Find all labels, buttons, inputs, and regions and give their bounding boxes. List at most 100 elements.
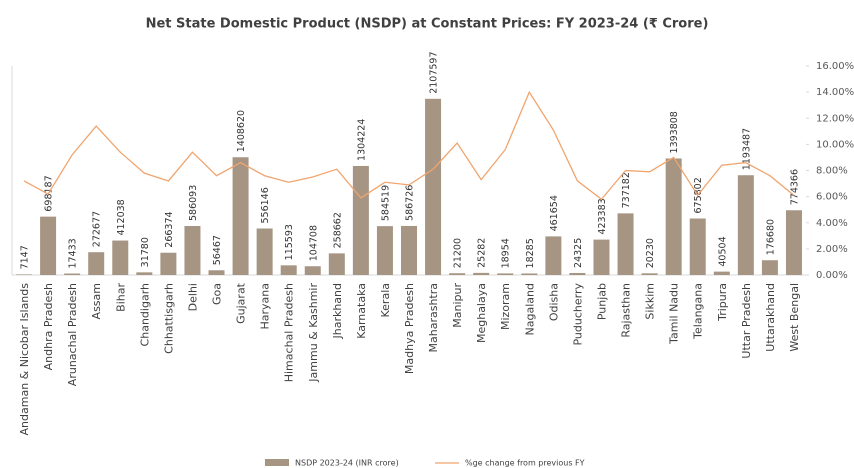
x-tick-label: Odisha: [547, 283, 560, 321]
bar: [184, 226, 201, 275]
bar: [160, 252, 177, 275]
bar: [280, 265, 297, 275]
data-label: 461654: [549, 195, 560, 231]
y2-tick-label: 8.00%: [816, 166, 848, 177]
data-label: 586093: [188, 185, 199, 221]
data-label: 21200: [453, 238, 464, 268]
data-label: 25282: [477, 238, 488, 268]
y2-tick-label: 0.00%: [816, 270, 848, 281]
bar: [352, 165, 369, 275]
legend-label: NSDP 2023-24 (INR crore): [295, 459, 399, 468]
bar: [16, 274, 33, 275]
x-tick-label: Jharkhand: [331, 283, 344, 340]
x-tick-label: Uttarakhand: [764, 283, 777, 352]
bar: [425, 98, 442, 275]
data-label: 20230: [645, 238, 656, 268]
y2-tick-label: 14.00%: [816, 87, 854, 98]
data-label: 584519: [380, 185, 391, 221]
x-tick-label: Meghalaya: [475, 283, 488, 343]
bar: [256, 228, 273, 275]
y2-tick-label: 6.00%: [816, 192, 848, 203]
x-tick-label: Arunachal Pradesh: [66, 283, 79, 386]
bar: [665, 158, 682, 275]
x-tick-label: Madhya Pradesh: [403, 283, 416, 374]
bar: [785, 210, 802, 275]
data-label: 266374: [164, 211, 175, 247]
bar: [593, 239, 610, 275]
bar: [713, 271, 730, 275]
x-tick-label: Mizoram: [499, 283, 512, 330]
bar: [689, 218, 706, 275]
x-tick-label: Telangana: [692, 283, 705, 340]
y2-tick-label: 10.00%: [816, 139, 854, 150]
bar: [136, 272, 153, 275]
bar: [545, 236, 562, 275]
x-tick-label: Tamil Nadu: [668, 283, 681, 345]
bar: [641, 273, 658, 275]
bar: [376, 226, 393, 275]
data-label: 272677: [92, 211, 103, 247]
x-tick-label: Andaman & Nicobar Islands: [18, 283, 31, 436]
data-label: 24325: [573, 238, 584, 268]
y2-tick-label: 2.00%: [816, 244, 848, 255]
bar: [521, 273, 538, 275]
x-tick-label: Haryana: [259, 283, 272, 330]
x-tick-label: Delhi: [186, 283, 199, 311]
x-tick-label: Bihar: [114, 283, 127, 312]
x-tick-label: Chhattisgarh: [162, 283, 175, 354]
data-label: 1193487: [741, 128, 752, 170]
data-label: 675802: [693, 177, 704, 213]
bar: [88, 252, 105, 275]
y2-tick-label: 12.00%: [816, 113, 854, 124]
data-label: 737182: [621, 172, 632, 208]
data-label: 774366: [789, 169, 800, 205]
data-label: 56467: [212, 235, 223, 265]
bar: [401, 225, 417, 275]
data-label: 18954: [501, 238, 512, 268]
data-label: 2107597: [429, 51, 440, 93]
data-label: 115593: [284, 224, 295, 260]
bar: [328, 253, 345, 275]
x-tick-label: Assam: [90, 283, 103, 319]
bar: [64, 273, 81, 275]
data-label: 1393808: [669, 111, 680, 153]
x-tick-label: Sikkim: [644, 283, 657, 320]
data-label: 40504: [717, 236, 728, 266]
x-tick-label: Gujarat: [235, 282, 248, 324]
x-tick-label: Tripura: [716, 283, 729, 322]
x-tick-label: Rajasthan: [620, 283, 633, 338]
chart-title: Net State Domestic Product (NSDP) at Con…: [146, 17, 709, 32]
bar: [737, 175, 754, 275]
bar: [617, 213, 634, 275]
x-tick-label: Manipur: [451, 283, 464, 328]
x-tick-label: Kerala: [379, 283, 392, 318]
x-tick-label: Puducherry: [571, 283, 584, 346]
x-tick-label: Andhra Pradesh: [42, 283, 55, 370]
bar: [449, 273, 466, 275]
data-label: 258662: [332, 212, 343, 248]
bar: [40, 216, 57, 275]
bar: [569, 272, 586, 275]
data-label: 586726: [405, 185, 416, 221]
legend-label: %ge change from previous FY: [465, 459, 585, 468]
data-label: 17433: [68, 238, 79, 268]
y2-tick-label: 4.00%: [816, 218, 848, 229]
x-tick-label: Goa: [211, 283, 224, 305]
x-tick-label: Chandigarh: [138, 283, 151, 346]
data-label: 104708: [308, 225, 319, 261]
data-label: 1408620: [236, 110, 247, 152]
bar: [304, 266, 321, 275]
data-label: 423383: [597, 198, 608, 234]
data-label: 176680: [765, 219, 776, 255]
data-label: 556146: [260, 187, 271, 223]
data-label: 1304224: [356, 119, 367, 161]
bar: [497, 273, 514, 275]
x-tick-label: Nagaland: [523, 283, 536, 335]
x-tick-label: Maharashtra: [427, 283, 440, 353]
x-tick-label: Himachal Pradesh: [283, 283, 296, 382]
y2-tick-label: 16.00%: [816, 61, 854, 72]
bar: [112, 240, 129, 275]
x-tick-label: West Bengal: [788, 283, 801, 352]
bar: [208, 270, 225, 275]
